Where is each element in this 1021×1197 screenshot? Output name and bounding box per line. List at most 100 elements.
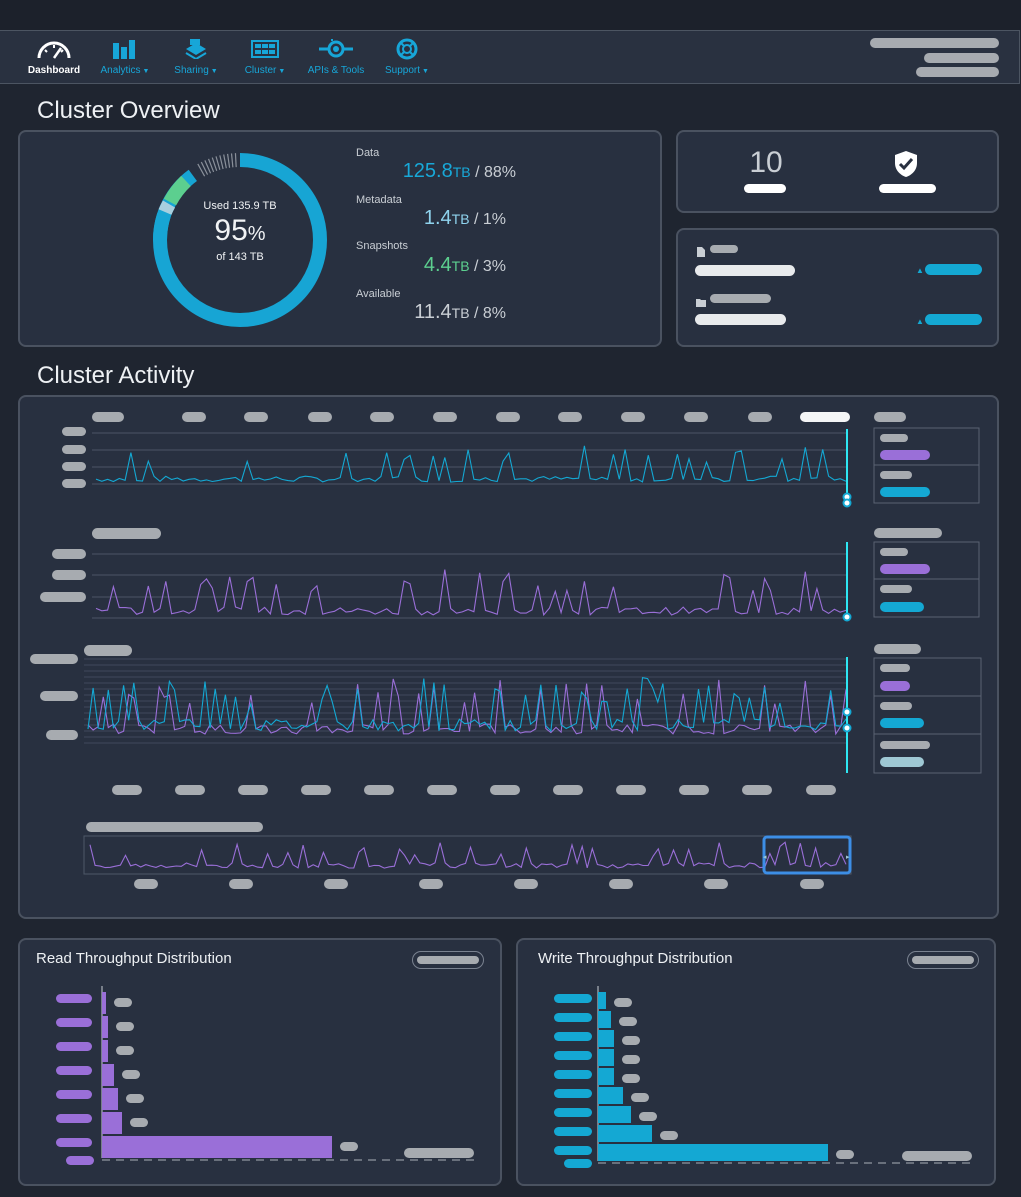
dist-bucket-label xyxy=(554,1070,592,1079)
nav-analytics[interactable]: Analytics ▼ xyxy=(94,37,156,76)
overview-axis-label xyxy=(514,879,538,889)
write-dist-selector-value xyxy=(912,956,974,964)
legend-title xyxy=(874,528,942,538)
health-label-placeholder xyxy=(879,184,936,193)
chevron-down-icon: ▼ xyxy=(278,68,286,75)
dist-bar-value xyxy=(631,1093,649,1102)
dist-bucket-label xyxy=(56,1090,92,1099)
y-axis-label xyxy=(40,691,78,701)
dirs-change-placeholder xyxy=(925,314,982,325)
donut-available-tick xyxy=(219,155,224,170)
time-axis-label xyxy=(490,785,520,795)
dist-total-label xyxy=(404,1148,474,1158)
dist-bucket-label xyxy=(554,1089,592,1098)
files-label-placeholder xyxy=(710,245,738,253)
overview-title-placeholder xyxy=(86,822,263,832)
dist-bar xyxy=(102,992,106,1014)
y-axis-label xyxy=(52,570,86,580)
dist-bar xyxy=(598,1125,652,1142)
donut-available-tick xyxy=(207,158,215,173)
donut-available-tick xyxy=(223,154,227,169)
main-navbar: Dashboard Analytics ▼ Sharing ▼ Cluster ▼ A… xyxy=(0,30,1020,84)
nav-sharing[interactable]: Sharing ▼ xyxy=(166,37,226,76)
nav-support[interactable]: Support ▼ xyxy=(378,37,436,76)
legend-label xyxy=(880,585,912,593)
lifebuoy-icon xyxy=(378,37,436,61)
dist-bar-value xyxy=(122,1070,140,1079)
stat-data-label: Data xyxy=(356,147,380,159)
dist-bar-value xyxy=(619,1017,637,1026)
nodes-health-panel[interactable]: 10 xyxy=(676,130,999,213)
time-axis-label xyxy=(92,412,124,422)
y-axis-label xyxy=(30,654,78,664)
dist-bar xyxy=(102,1136,332,1158)
stat-available-label: Available xyxy=(356,288,401,300)
user-name-placeholder[interactable] xyxy=(870,38,999,48)
files-dirs-panel[interactable]: ▲ ▲ xyxy=(676,228,999,347)
legend-label xyxy=(880,741,930,749)
dist-total-label xyxy=(902,1151,972,1161)
capacity-donut xyxy=(152,153,327,327)
legend-label xyxy=(880,664,910,672)
dist-bucket-label xyxy=(554,994,592,1003)
chevron-down-icon: ▼ xyxy=(422,68,429,75)
cursor-point xyxy=(842,612,852,622)
dist-bar xyxy=(598,1144,828,1161)
time-axis-label xyxy=(806,785,836,795)
files-change-placeholder xyxy=(925,264,982,275)
overview-title: Cluster Overview xyxy=(37,97,220,124)
dist-bucket-label xyxy=(66,1156,94,1165)
write-dist-title: Write Throughput Distribution xyxy=(538,950,733,967)
dist-bar xyxy=(102,1040,108,1062)
trend-up-icon: ▲ xyxy=(916,317,924,326)
y-axis-label xyxy=(52,549,86,559)
series-line-read xyxy=(87,678,847,736)
dirs-count-placeholder xyxy=(695,314,786,325)
cursor-point xyxy=(842,707,852,717)
read-dist-selector-value xyxy=(417,956,479,964)
folder-icon xyxy=(696,294,706,312)
y-axis-label xyxy=(62,445,86,454)
y-axis-label xyxy=(62,427,86,436)
trend-up-icon: ▲ xyxy=(916,266,924,275)
dist-bucket-label xyxy=(56,1042,92,1051)
y-axis-label xyxy=(46,730,78,740)
dist-bar-value xyxy=(126,1094,144,1103)
cursor-point xyxy=(842,498,852,508)
donut-total: of 143 TB xyxy=(216,251,264,263)
dist-bucket-label xyxy=(56,1018,92,1027)
dist-bar-value xyxy=(614,998,632,1007)
api-plug-icon xyxy=(302,37,370,61)
chart-title-placeholder xyxy=(92,528,161,539)
time-axis-label-current xyxy=(800,412,850,422)
user-detail-placeholder xyxy=(916,67,999,77)
overview-frame xyxy=(83,835,852,875)
nav-apis-tools[interactable]: APIs & Tools xyxy=(302,37,370,76)
nav-cluster[interactable]: Cluster ▼ xyxy=(238,37,292,76)
nav-dashboard[interactable]: Dashboard xyxy=(24,37,84,76)
folder-share-icon xyxy=(166,37,226,61)
user-role-placeholder xyxy=(924,53,999,63)
activity-title: Cluster Activity xyxy=(37,362,195,389)
nav-sharing-label: Sharing xyxy=(174,65,209,76)
time-axis-label xyxy=(244,412,268,422)
nav-cluster-label: Cluster xyxy=(244,65,277,76)
write-dist-chart xyxy=(554,986,974,1168)
donut-snapshots-arc xyxy=(163,175,191,206)
dist-bar xyxy=(102,1016,108,1038)
time-axis-label xyxy=(370,412,394,422)
donut-available-tick xyxy=(200,161,209,175)
legend-label xyxy=(880,548,908,556)
dist-bucket-label xyxy=(554,1032,592,1041)
time-axis-label xyxy=(679,785,709,795)
time-axis-label xyxy=(558,412,582,422)
legend-value-other xyxy=(880,757,924,767)
time-axis-label xyxy=(616,785,646,795)
read-dist-selector[interactable] xyxy=(412,951,484,969)
write-dist-selector[interactable] xyxy=(907,951,979,969)
chevron-down-icon: ▼ xyxy=(142,68,150,75)
activity-charts[interactable]: ◂ ▸ xyxy=(20,397,997,917)
time-axis-label xyxy=(238,785,268,795)
gauge-icon xyxy=(24,37,84,61)
cursor-point xyxy=(842,723,852,733)
